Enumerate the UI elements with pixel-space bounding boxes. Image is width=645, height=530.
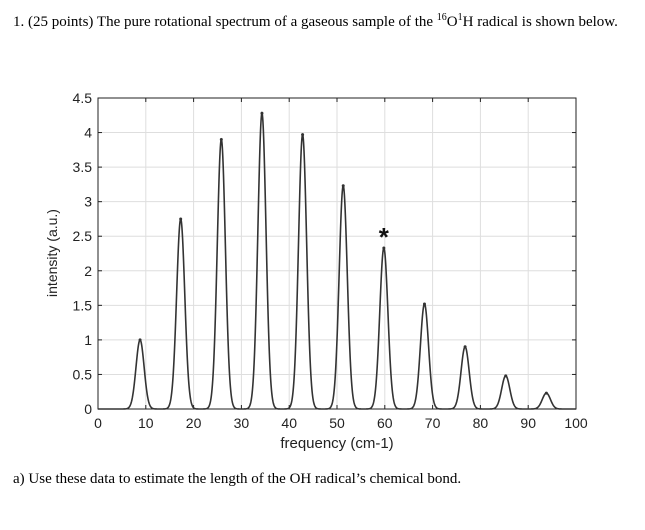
problem-statement: 1. (25 points) The pure rotational spect… xyxy=(13,13,633,31)
problem-text-after: radical is shown below. xyxy=(477,14,618,30)
spectrum-line xyxy=(98,111,576,410)
y-tick-label: 2 xyxy=(84,263,92,279)
spectrum-peaks xyxy=(138,111,548,395)
spectrum-peak-6 xyxy=(341,184,345,188)
problem-text-before: The pure rotational spectrum of a gaseou… xyxy=(96,14,434,30)
problem-points: (25 points) xyxy=(28,14,94,30)
x-tick-label: 90 xyxy=(520,415,536,431)
grid xyxy=(98,98,576,409)
oxygen-symbol: O xyxy=(446,14,458,30)
x-tick-label: 70 xyxy=(425,415,441,431)
y-tick-labels: 0 0.5 1 1.5 2 2.5 3 3.5 4 4.5 xyxy=(73,90,93,417)
y-tick-label: 0 xyxy=(84,401,92,417)
spectrum-peak-3 xyxy=(219,137,223,141)
question-a: a) Use these data to estimate the length… xyxy=(13,471,462,487)
x-tick-label: 40 xyxy=(281,415,297,431)
spectrum-peak-1 xyxy=(138,338,142,342)
hydrogen-mass-number: 1 xyxy=(457,12,463,23)
x-tick-labels: 0 10 20 30 40 50 60 70 80 90 100 xyxy=(94,415,588,431)
x-tick-label: 100 xyxy=(564,415,588,431)
y-axis-label: intensity (a.u.) xyxy=(44,209,60,297)
problem-number: 1. xyxy=(13,14,25,30)
oxygen-mass-number: 16 xyxy=(436,12,447,23)
x-tick-label: 20 xyxy=(186,415,202,431)
spectrum-peak-4 xyxy=(260,111,264,115)
spectrum-peak-7 xyxy=(382,246,386,250)
y-tick-label: 0.5 xyxy=(73,366,93,382)
y-tick-label: 1.5 xyxy=(73,297,93,313)
spectrum-peak-2 xyxy=(179,217,183,221)
x-axis-label: frequency (cm-1) xyxy=(280,435,393,452)
y-tick-label: 3.5 xyxy=(73,159,93,175)
hydrogen-symbol: H xyxy=(462,14,474,30)
x-tick-label: 0 xyxy=(94,415,102,431)
spectrum-peak-9 xyxy=(463,345,467,349)
spectrum-peak-5 xyxy=(301,133,305,137)
x-tick-label: 50 xyxy=(329,415,345,431)
y-tick-label: 2.5 xyxy=(73,228,93,244)
y-tick-label: 4 xyxy=(84,125,92,141)
y-tick-label: 1 xyxy=(84,332,92,348)
spectrum-peak-11 xyxy=(544,391,548,395)
x-tick-label: 10 xyxy=(138,415,154,431)
x-tick-label: 80 xyxy=(473,415,489,431)
asterisk-marker: * xyxy=(379,222,390,252)
spectrum-peak-8 xyxy=(422,302,426,306)
spectrum-peak-10 xyxy=(504,374,508,378)
y-tick-label: 4.5 xyxy=(73,90,93,106)
x-tick-label: 30 xyxy=(234,415,250,431)
axis-ticks xyxy=(97,97,577,410)
x-tick-label: 60 xyxy=(377,415,393,431)
y-tick-label: 3 xyxy=(84,194,92,210)
